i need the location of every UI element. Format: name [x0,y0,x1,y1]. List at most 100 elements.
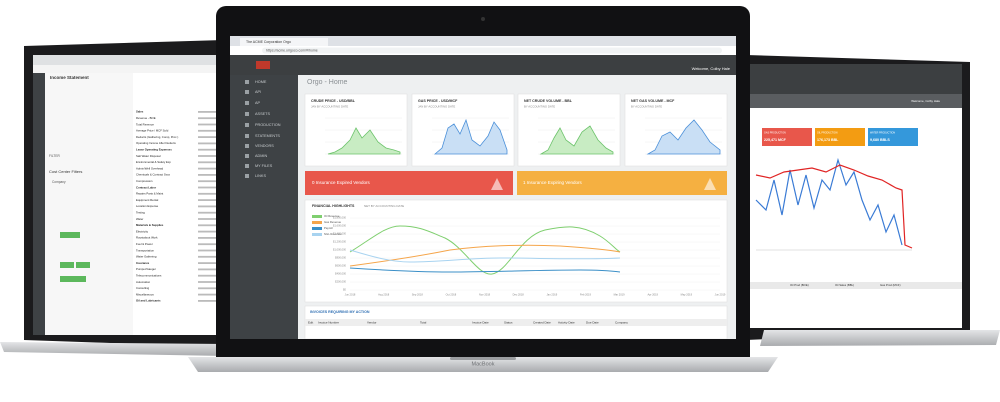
alert-expiring[interactable] [517,171,727,195]
alert-text[interactable]: 0 Insurance Expired Vendors [312,180,371,185]
tile-label: GAS PRODUCTION [764,132,786,135]
column-header[interactable]: Invoice Date [472,320,489,324]
statement-value-bar [198,262,216,264]
left-filter-button[interactable]: FILTER [49,154,60,158]
card-subtitle: BY ACCOUNTING DATE [631,105,662,109]
nav-item[interactable]: API [255,90,261,94]
column-header[interactable]: Status [504,320,513,324]
tile-label: OIL PRODUCTION [817,132,838,135]
statement-row: Sales [136,110,144,114]
right-subheader [750,94,962,108]
column-header[interactable]: Company [615,320,628,324]
sparkline [539,125,614,155]
column-header[interactable]: Total [420,320,427,324]
card-title: NET GAS VOLUME - MCF [631,99,675,103]
logo[interactable] [256,61,270,69]
right-column: Oil Prod (BOE) [790,283,809,287]
nav-item[interactable]: VENDORS [255,144,274,148]
browser-tab-label[interactable]: The ACME Corporation Orgo [246,40,291,44]
statement-row: Testing [136,211,145,215]
right-base [760,330,1000,346]
statement-value-bar [198,148,216,151]
nav-item[interactable]: ASSETS [255,112,270,116]
tile-value: 9,680 BBLS [870,138,890,142]
statement-row: Salt Water Disposal [136,154,161,158]
nav-item[interactable]: AP [255,101,261,105]
url-text: https://acme.origoco.com/#/home [266,48,318,52]
alert-expired[interactable] [305,171,513,195]
statement-value-bar [198,142,216,145]
nav-item[interactable]: PRODUCTION [255,123,281,127]
card-title: NET CRUDE VOLUME - BBL [524,99,573,103]
statement-row: Operating Income After Deducts [136,141,176,145]
invoices-header [305,319,727,326]
x-label: Nov 2018 [479,293,491,297]
statement-value-bar [198,186,216,189]
statement-value-bar [198,205,216,208]
y-label: $1,800,000 [333,216,347,220]
left-button[interactable] [60,232,80,238]
left-button[interactable] [76,262,90,268]
nav-item[interactable]: MY FILES [255,164,273,168]
x-label: Sep 2018 [412,293,424,297]
statement-row: Lease Operating Expenses [136,148,172,152]
statement-row: Water Gathering [136,255,157,259]
sidebar-icons [245,80,249,178]
statement-row: Compression [136,179,153,183]
statement-value-bar [198,255,216,258]
right-chart [755,157,913,251]
right-table-header [750,282,962,289]
column-header[interactable]: Vendor [367,320,377,324]
alert-text[interactable]: 1 Insurance Expiring Vendors [523,180,583,185]
statement-value-bar [198,180,216,183]
y-label: $400,000 [335,272,346,276]
legend-label: Oil Revenue [324,214,340,218]
column-header[interactable]: Due Date [586,320,599,324]
x-label: Dec 2018 [513,293,525,297]
y-label: $200,000 [335,280,346,284]
card-title: CRUDE PRICE - USD/BBL [311,99,356,103]
legend-label: Gas Revenue [324,220,342,224]
url-field[interactable] [262,47,722,54]
tile-value: 176,173 BBL [817,138,839,142]
statement-value-bar [198,123,216,126]
left-button[interactable] [60,276,86,282]
column-header[interactable]: Invoice Number [318,320,339,324]
statement-row: Deducts (Gathering, Comp, Proc.) [136,135,178,139]
sparkline [646,119,721,155]
card-subtitle: BY ACCOUNTING DATE [524,105,555,109]
left-sidebar [33,73,45,335]
statement-value-bar [198,136,216,138]
statement-value-bar [198,274,216,277]
browser-tab[interactable] [240,38,328,46]
statement-value-bar [198,111,216,113]
left-filters-label: Cost Center Filters [49,169,82,174]
x-label: Jun 2019 [715,293,726,297]
column-header[interactable]: Activity Date [558,320,575,324]
nav-item[interactable]: ADMIN [255,154,267,158]
statement-row: Automation [136,280,151,284]
nav-item[interactable]: LINKS [255,174,266,178]
statement-value-bar [198,117,216,120]
column-header[interactable]: Edit [308,320,313,324]
brand: MacBook [472,361,495,367]
center-base [188,357,778,372]
nav-item[interactable]: STATEMENTS [255,134,280,138]
left-filter-panel [45,73,133,335]
statement-value-bar [198,199,216,201]
sidebar [230,75,298,339]
column-header[interactable]: Created Date [533,320,551,324]
statement-row: Electricity [136,229,149,233]
legend-label: NGL Revenue [324,232,342,236]
left-button[interactable] [60,262,74,268]
nav-item[interactable]: HOME [255,80,267,84]
statement-value-bar [198,237,216,239]
statement-row: Oil and Lubricants [136,299,161,303]
statement-row: Total Revenue [136,122,154,126]
statement-row: Miscellaneous [136,292,154,296]
statement-row: Insurance [136,261,150,265]
statement-row: Roustabout Work [136,236,158,240]
sparkline [433,118,508,155]
statement-row: Fuel & Power [136,242,153,246]
